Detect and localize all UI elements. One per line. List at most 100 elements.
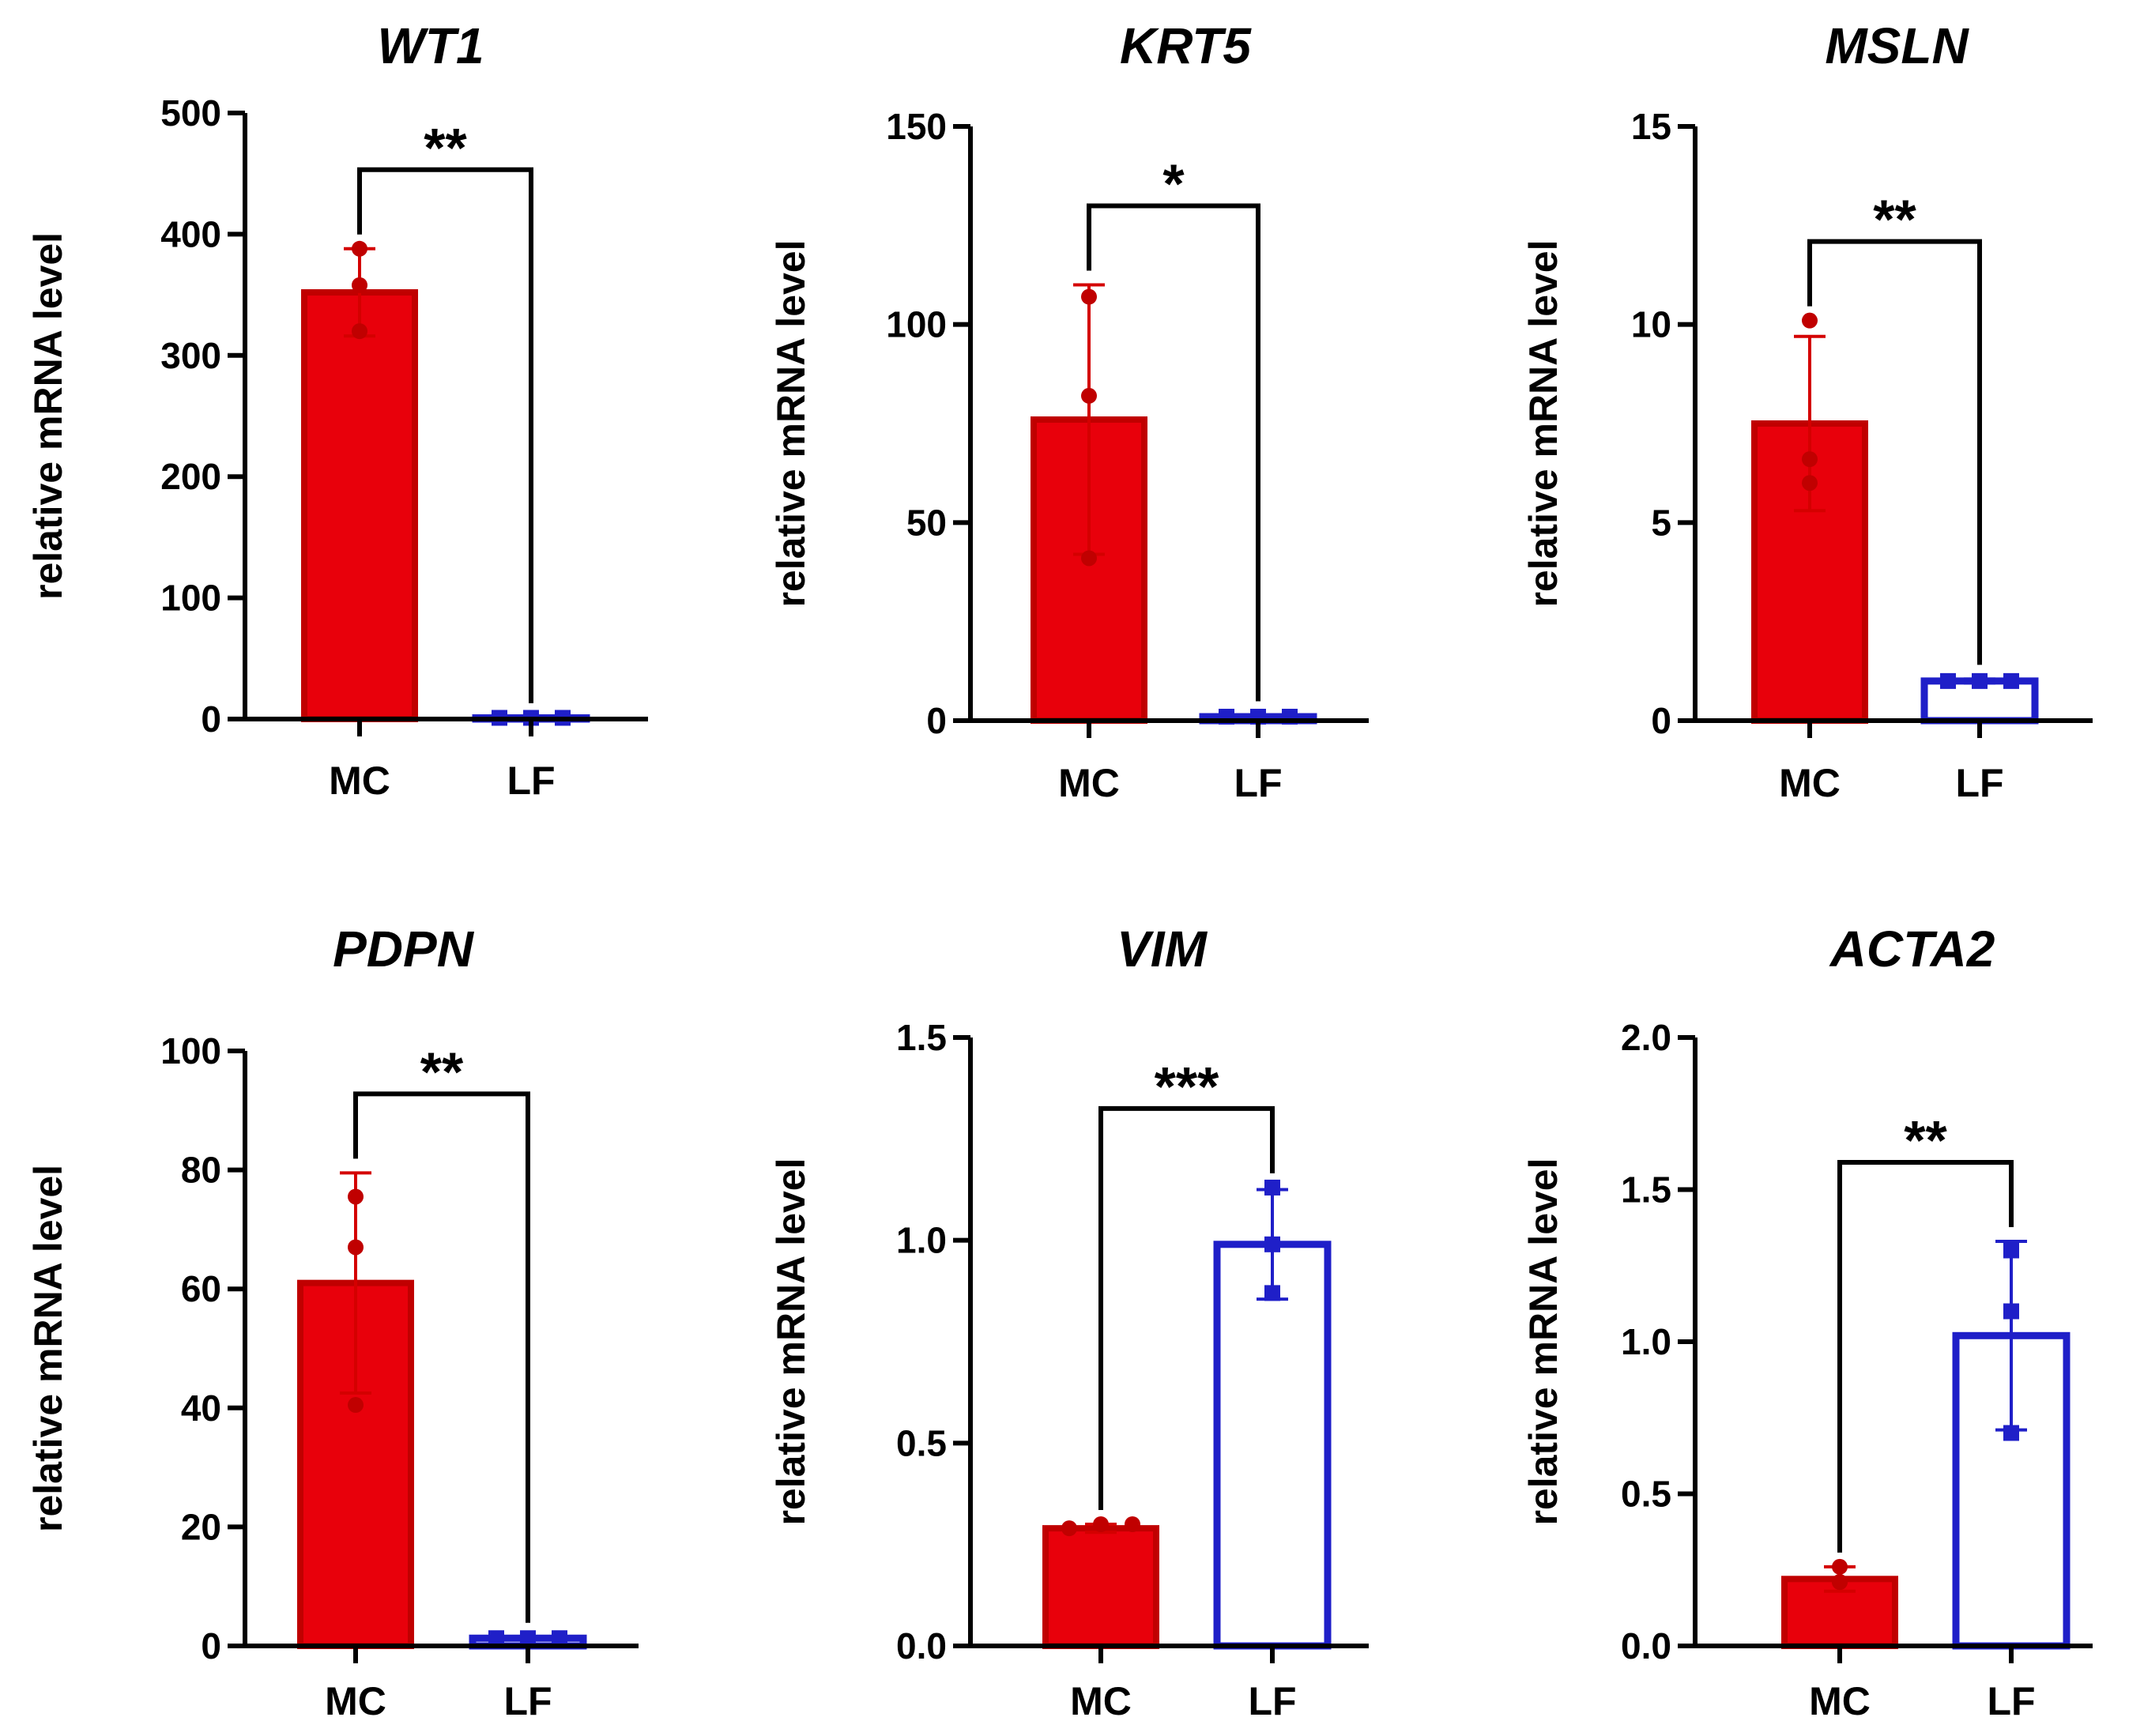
significance-bracket [353,1091,530,1623]
y-tick-label: 0 [201,1625,221,1666]
y-tick-label: 50 [906,502,947,543]
y-tick-label: 80 [181,1150,221,1191]
y-axis-label: relative mRNA level [1521,239,1566,607]
data-point-mc [1802,451,1818,468]
x-tick-label: LF [1234,761,1282,805]
significance-bracket [1837,1159,2014,1553]
y-tick-label: 100 [886,304,947,345]
data-point-lf [2003,1425,2019,1441]
chart-title: MSLN [1825,17,1969,74]
y-tick-label: 0 [201,699,221,740]
significance-bracket [357,167,533,704]
y-tick-label: 0.0 [1621,1625,1671,1666]
chart-title: VIM [1117,921,1208,977]
bar-mc [1042,1525,1159,1649]
y-tick-label: 1.0 [1621,1321,1671,1362]
data-point-mc [1125,1516,1140,1532]
y-tick-label: 0.0 [896,1625,947,1666]
data-point-mc [1832,1574,1848,1591]
data-point-mc [1832,1558,1848,1575]
x-tick-label: LF [1955,761,2003,805]
data-point-mc [348,1397,364,1414]
y-tick-label: 0.5 [896,1422,947,1463]
significance-label: * [1162,153,1185,215]
data-point-mc [1081,387,1097,404]
y-tick-label: 1.5 [896,1017,947,1058]
significance-bracket [1807,239,1982,665]
chart-panel-krt5: KRT5 relative mRNA level 0 50 100 150 MC LF * [769,17,1369,805]
y-tick-label: 0 [926,700,947,741]
y-tick-label: 100 [160,578,221,619]
significance-label: ** [1904,1109,1947,1171]
x-tick-label: MC [1809,1679,1871,1723]
data-point-lf [2003,1303,2019,1320]
y-axis-label: relative mRNA level [26,1165,70,1532]
data-point-lf [1972,672,1988,689]
x-tick-label: MC [329,759,390,803]
y-tick-label: 400 [160,213,221,254]
significance-label: ** [1873,189,1916,250]
chart-title: KRT5 [1120,17,1252,74]
data-point-lf [2003,672,2019,689]
y-axis-label: relative mRNA level [1521,1158,1566,1525]
chart-panel-msln: MSLN relative mRNA level 0 5 10 15 MC LF ** [1521,17,2093,805]
significance-label: *** [1155,1056,1219,1117]
data-point-lf [1264,1179,1280,1196]
y-tick-label: 0.5 [1621,1474,1671,1515]
chart-panel-pdpn: PDPN relative mRNA level 0 20 40 60 80 100 MC LF *… [26,921,639,1723]
bar-mc [301,289,418,723]
data-point-lf [488,1630,504,1647]
significance-label: ** [420,1041,464,1102]
data-point-mc [352,277,367,293]
chart-panel-acta2: ACTA2 relative mRNA level 0.0 0.5 1.0 1.5 2.0 M… [1521,921,2093,1723]
chart-title: WT1 [377,17,484,74]
data-point-mc [352,240,367,257]
bar-lf [1213,1241,1332,1650]
data-point-mc [348,1188,364,1205]
data-point-mc [1061,1520,1077,1537]
x-tick-label: MC [1058,761,1120,805]
y-tick-label: 5 [1651,502,1671,543]
y-tick-label: 1.0 [896,1220,947,1261]
chart-title: PDPN [333,921,475,977]
y-tick-label: 10 [1631,304,1671,345]
y-axis-label: relative mRNA level [26,232,70,600]
data-point-mc [352,323,367,340]
data-point-lf [2003,1242,2019,1259]
data-point-mc [1081,288,1097,305]
y-tick-label: 60 [181,1268,221,1309]
data-point-lf [520,1630,536,1647]
x-tick-label: LF [1987,1679,2035,1723]
y-tick-label: 40 [181,1388,221,1429]
chart-panel-wt1: WT1 relative mRNA level 0 100 200 300 400 500 MC… [26,17,648,803]
data-point-mc [1081,550,1097,567]
data-point-mc [348,1239,364,1256]
x-tick-label: MC [1070,1679,1132,1723]
chart-title: ACTA2 [1829,921,1995,977]
significance-bracket [1087,203,1260,702]
y-tick-label: 20 [181,1506,221,1547]
x-tick-label: MC [1779,761,1841,805]
data-point-lf [552,1630,567,1647]
data-point-mc [1802,312,1818,329]
chart-panel-vim: VIM relative mRNA level 0.0 0.5 1.0 1.5 MC LF **… [769,921,1369,1723]
y-tick-label: 150 [886,106,947,147]
x-tick-label: LF [1248,1679,1296,1723]
data-point-lf [1264,1285,1280,1301]
x-tick-label: LF [507,759,555,803]
y-tick-label: 2.0 [1621,1017,1671,1058]
significance-bracket [1098,1105,1275,1510]
y-tick-label: 300 [160,335,221,376]
y-tick-label: 0 [1651,700,1671,741]
y-tick-label: 100 [160,1030,221,1071]
data-point-lf [1940,672,1956,689]
y-axis-label: relative mRNA level [769,1158,813,1525]
x-tick-label: MC [325,1679,386,1723]
y-tick-label: 200 [160,456,221,497]
data-point-mc [1802,475,1818,491]
data-point-lf [1264,1236,1280,1252]
data-point-mc [1093,1516,1109,1532]
x-tick-label: LF [503,1679,552,1723]
y-tick-label: 15 [1631,106,1671,147]
